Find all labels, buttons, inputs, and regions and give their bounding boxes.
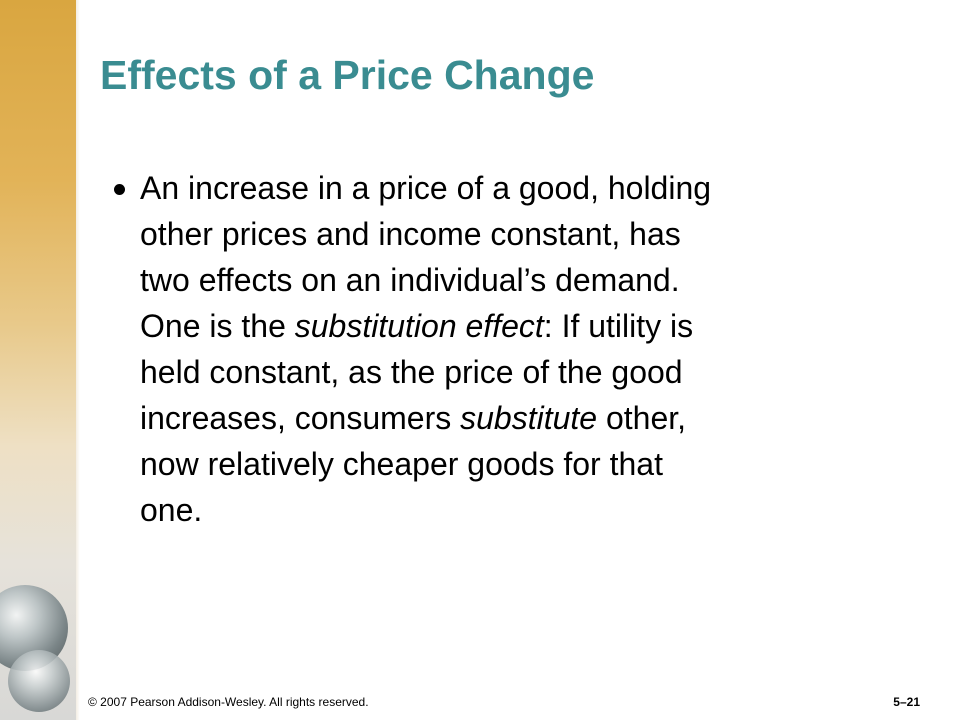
text-line: An increase in a price of a good, holdin… xyxy=(140,165,711,211)
text: other prices and income constant, has xyxy=(140,216,681,252)
bullet-text: An increase in a price of a good, holdin… xyxy=(140,165,711,533)
italic-text: substitution effect xyxy=(294,308,544,344)
text: : If utility is xyxy=(543,308,694,344)
text-line: One is the substitution effect: If utili… xyxy=(140,303,711,349)
text: held constant, as the price of the good xyxy=(140,354,683,390)
slide-number: 5–21 xyxy=(893,695,920,709)
marble xyxy=(8,650,70,712)
text: An increase in a price of a good, holdin… xyxy=(140,170,712,206)
text: now relatively cheaper goods for that xyxy=(140,446,663,482)
text-line: one. xyxy=(140,487,711,533)
italic-text: substitute xyxy=(460,400,598,436)
strip-edge xyxy=(76,0,80,720)
text: increases, consumers xyxy=(140,400,461,436)
text-line: increases, consumers substitute other, xyxy=(140,395,711,441)
text-line: held constant, as the price of the good xyxy=(140,349,711,395)
footer: © 2007 Pearson Addison-Wesley. All right… xyxy=(88,695,369,709)
text-line: other prices and income constant, has xyxy=(140,211,711,257)
text: One is the xyxy=(140,308,295,344)
slide-title: Effects of a Price Change xyxy=(100,52,595,98)
text-line: two effects on an individual’s demand. xyxy=(140,257,711,303)
bullet-dot xyxy=(114,184,125,195)
text: one. xyxy=(140,492,203,528)
text: other, xyxy=(597,400,687,436)
text: two effects on an individual’s demand. xyxy=(140,262,680,298)
text-line: now relatively cheaper goods for that xyxy=(140,441,711,487)
